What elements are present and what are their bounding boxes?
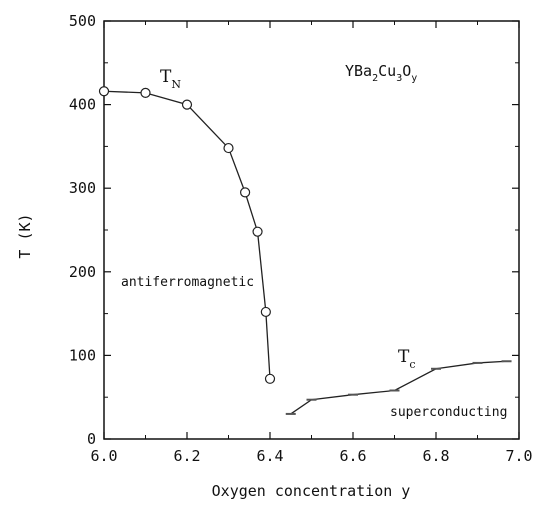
tc-label: Tc [398, 347, 416, 371]
data-point [252, 226, 263, 237]
y-tick-label: 500 [69, 12, 96, 30]
x-tick-label: 7.0 [505, 447, 532, 465]
data-point [240, 187, 251, 198]
data-point [223, 142, 234, 154]
x-tick-label: 6.0 [90, 447, 117, 465]
y-tick-label: 200 [69, 263, 96, 281]
x-tick-label: 6.8 [422, 447, 449, 465]
y-tick-label: 400 [69, 96, 96, 114]
y-axis-title: T (K) [16, 213, 34, 258]
x-tick-label: 6.4 [256, 447, 283, 465]
compound-formula: YBa2Cu3Oy [345, 62, 417, 84]
data-point [140, 87, 151, 98]
data-point [260, 306, 271, 318]
x-tick-label: 6.6 [339, 447, 366, 465]
region-label-antiferromagnetic: antiferromagnetic [121, 275, 254, 290]
y-tick-label: 0 [87, 430, 96, 448]
x-axis-title: Oxygen concentration y [212, 482, 411, 500]
region-label-superconducting: superconducting [390, 405, 507, 420]
data-point [264, 373, 276, 384]
axis-ticks: 6.0 6.2 6.4 6.6 6.8 7.0 0 100 200 300 400 500 [69, 12, 533, 465]
data-point [181, 99, 193, 110]
data-point [98, 86, 110, 97]
series-line-1 [103, 90, 271, 379]
y-tick-label: 100 [69, 346, 96, 364]
y-tick-label: 300 [69, 179, 96, 197]
tn-label: TN [160, 67, 181, 91]
series-layer [98, 86, 512, 415]
x-tick-label: 6.2 [173, 447, 200, 465]
